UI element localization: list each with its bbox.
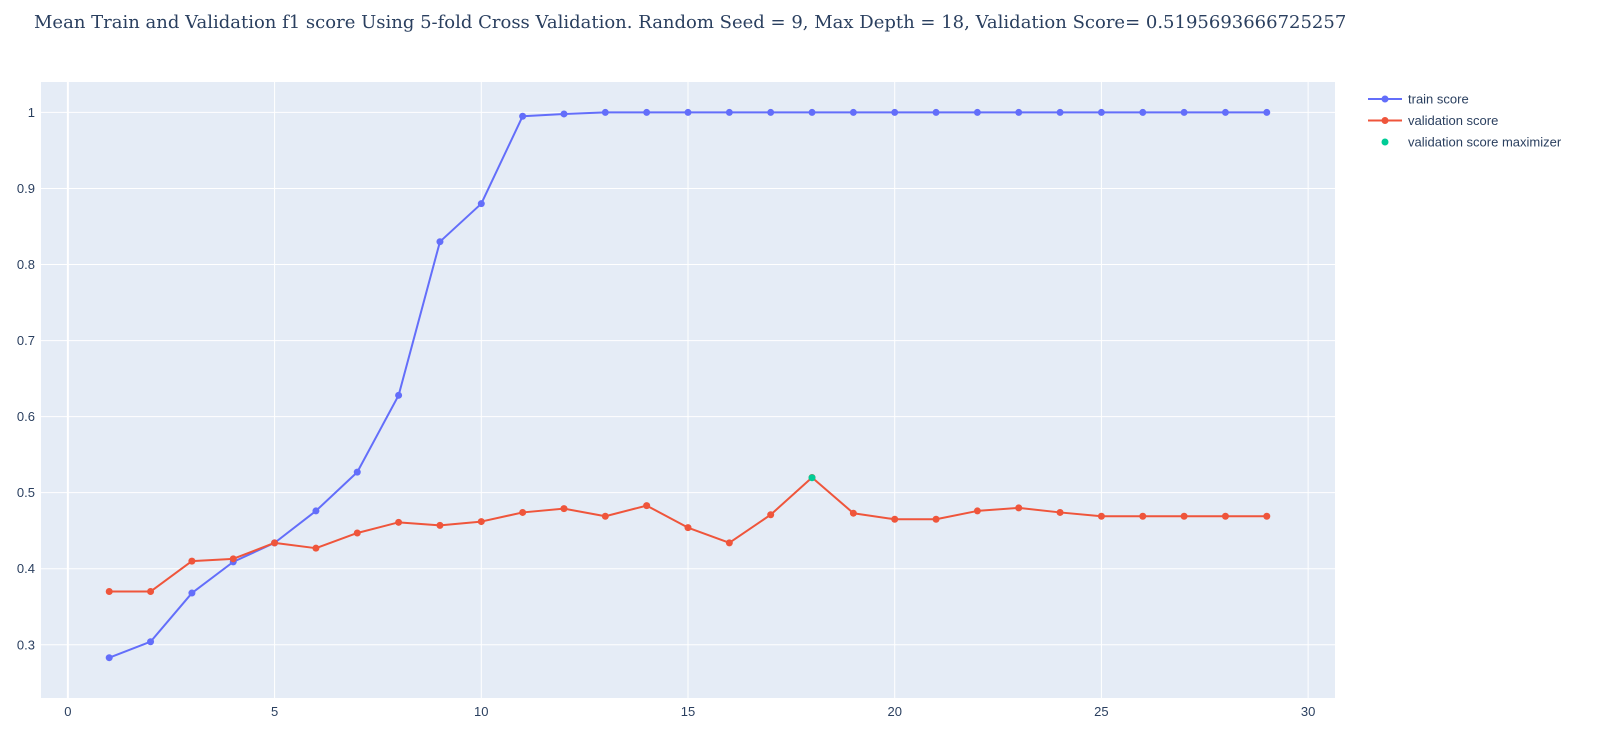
- train-score-point[interactable]: [395, 391, 403, 399]
- validation-score-point[interactable]: [1180, 512, 1188, 520]
- legend-marker-swatch: [1381, 95, 1389, 103]
- train-score-point[interactable]: [932, 108, 940, 116]
- y-tick-label: 0.5: [17, 485, 35, 500]
- train-score-point[interactable]: [1221, 108, 1229, 116]
- legend: train score validation score validation sc…: [1368, 92, 1562, 150]
- validation-score-point[interactable]: [436, 521, 444, 529]
- x-tick-label: 10: [474, 704, 488, 719]
- train-score-point[interactable]: [188, 589, 196, 597]
- validation-score-point[interactable]: [1097, 512, 1105, 520]
- legend-marker-swatch: [1381, 138, 1389, 146]
- validation-score-point[interactable]: [271, 539, 279, 547]
- validation-score-point[interactable]: [477, 518, 485, 526]
- legend-marker-swatch: [1381, 117, 1389, 124]
- train-score-point[interactable]: [560, 110, 568, 118]
- x-tick-label: 20: [887, 704, 901, 719]
- validation-score-point[interactable]: [105, 588, 113, 596]
- train-score-point[interactable]: [436, 238, 444, 246]
- grid-lines: [41, 82, 1335, 698]
- validation-score-point[interactable]: [1015, 504, 1023, 512]
- train-score-point[interactable]: [849, 108, 857, 116]
- x-tick-label: 30: [1301, 704, 1315, 719]
- train-score-point[interactable]: [1097, 108, 1105, 116]
- validation-score-point[interactable]: [147, 588, 155, 596]
- validation-score-point[interactable]: [973, 507, 981, 515]
- train-score-point[interactable]: [601, 108, 609, 116]
- train-score-point[interactable]: [1263, 108, 1271, 116]
- validation-score-point[interactable]: [891, 515, 899, 523]
- x-tick-label: 25: [1094, 704, 1108, 719]
- validation-score-point[interactable]: [1263, 512, 1271, 520]
- validation-score-maximizer-point[interactable]: [808, 474, 816, 482]
- validation-score-point[interactable]: [932, 515, 940, 523]
- train-score-point[interactable]: [519, 112, 527, 120]
- y-tick-label: 0.9: [17, 181, 35, 196]
- train-score-point[interactable]: [684, 108, 692, 116]
- y-tick-label: 0.6: [17, 409, 35, 424]
- x-tick-label: 15: [681, 704, 695, 719]
- validation-score-point[interactable]: [767, 511, 775, 519]
- validation-score-point[interactable]: [229, 555, 237, 563]
- validation-score-point[interactable]: [395, 518, 403, 526]
- train-score-point[interactable]: [973, 108, 981, 116]
- train-score-point[interactable]: [1015, 108, 1023, 116]
- validation-score-point[interactable]: [1056, 508, 1064, 516]
- train-score-point[interactable]: [1139, 108, 1147, 116]
- legend-item-validation-score-maximizer[interactable]: validation score maximizer: [1381, 135, 1562, 150]
- validation-score-point[interactable]: [1139, 512, 1147, 520]
- validation-score-point[interactable]: [312, 544, 320, 552]
- train-score-point[interactable]: [105, 654, 113, 662]
- y-tick-label: 0.7: [17, 333, 35, 348]
- train-score-point[interactable]: [808, 108, 816, 116]
- validation-score-point[interactable]: [684, 524, 692, 532]
- train-score-point[interactable]: [891, 108, 899, 116]
- series-validation-score-maximizer: [808, 474, 816, 482]
- legend-label: validation score: [1408, 113, 1498, 128]
- train-score-point[interactable]: [1056, 108, 1064, 116]
- axis-tick-labels: 0.30.40.50.60.70.80.910 5 10 15 20 25 30: [17, 105, 1315, 719]
- train-score-point[interactable]: [312, 507, 320, 515]
- y-tick-label: 0.8: [17, 257, 35, 272]
- validation-score-point[interactable]: [1221, 512, 1229, 520]
- validation-score-point[interactable]: [560, 505, 568, 513]
- train-score-point[interactable]: [725, 108, 733, 116]
- legend-label: validation score maximizer: [1408, 135, 1562, 150]
- validation-score-point[interactable]: [188, 557, 196, 565]
- data-series: [105, 108, 1271, 662]
- train-score-point[interactable]: [1180, 108, 1188, 116]
- validation-score-point[interactable]: [519, 508, 527, 516]
- legend-item-train-score[interactable]: train score: [1368, 92, 1469, 107]
- train-score-point[interactable]: [147, 638, 155, 646]
- validation-score-point[interactable]: [601, 512, 609, 520]
- validation-score-point[interactable]: [353, 529, 361, 537]
- validation-score-point[interactable]: [725, 539, 733, 547]
- x-tick-label: 0: [64, 704, 71, 719]
- train-score-point[interactable]: [643, 108, 651, 116]
- y-tick-label: 1: [28, 105, 35, 120]
- train-score-point[interactable]: [353, 468, 361, 476]
- train-score-point[interactable]: [767, 108, 775, 116]
- y-tick-label: 0.4: [17, 561, 35, 576]
- x-tick-label: 5: [271, 704, 278, 719]
- validation-score-point[interactable]: [849, 509, 857, 517]
- chart-title: Mean Train and Validation f1 score Using…: [34, 12, 1346, 33]
- legend-item-validation-score[interactable]: validation score: [1368, 113, 1498, 128]
- legend-label: train score: [1408, 92, 1469, 107]
- validation-score-point[interactable]: [643, 502, 651, 510]
- y-tick-label: 0.3: [17, 637, 35, 652]
- train-score-point[interactable]: [477, 200, 485, 208]
